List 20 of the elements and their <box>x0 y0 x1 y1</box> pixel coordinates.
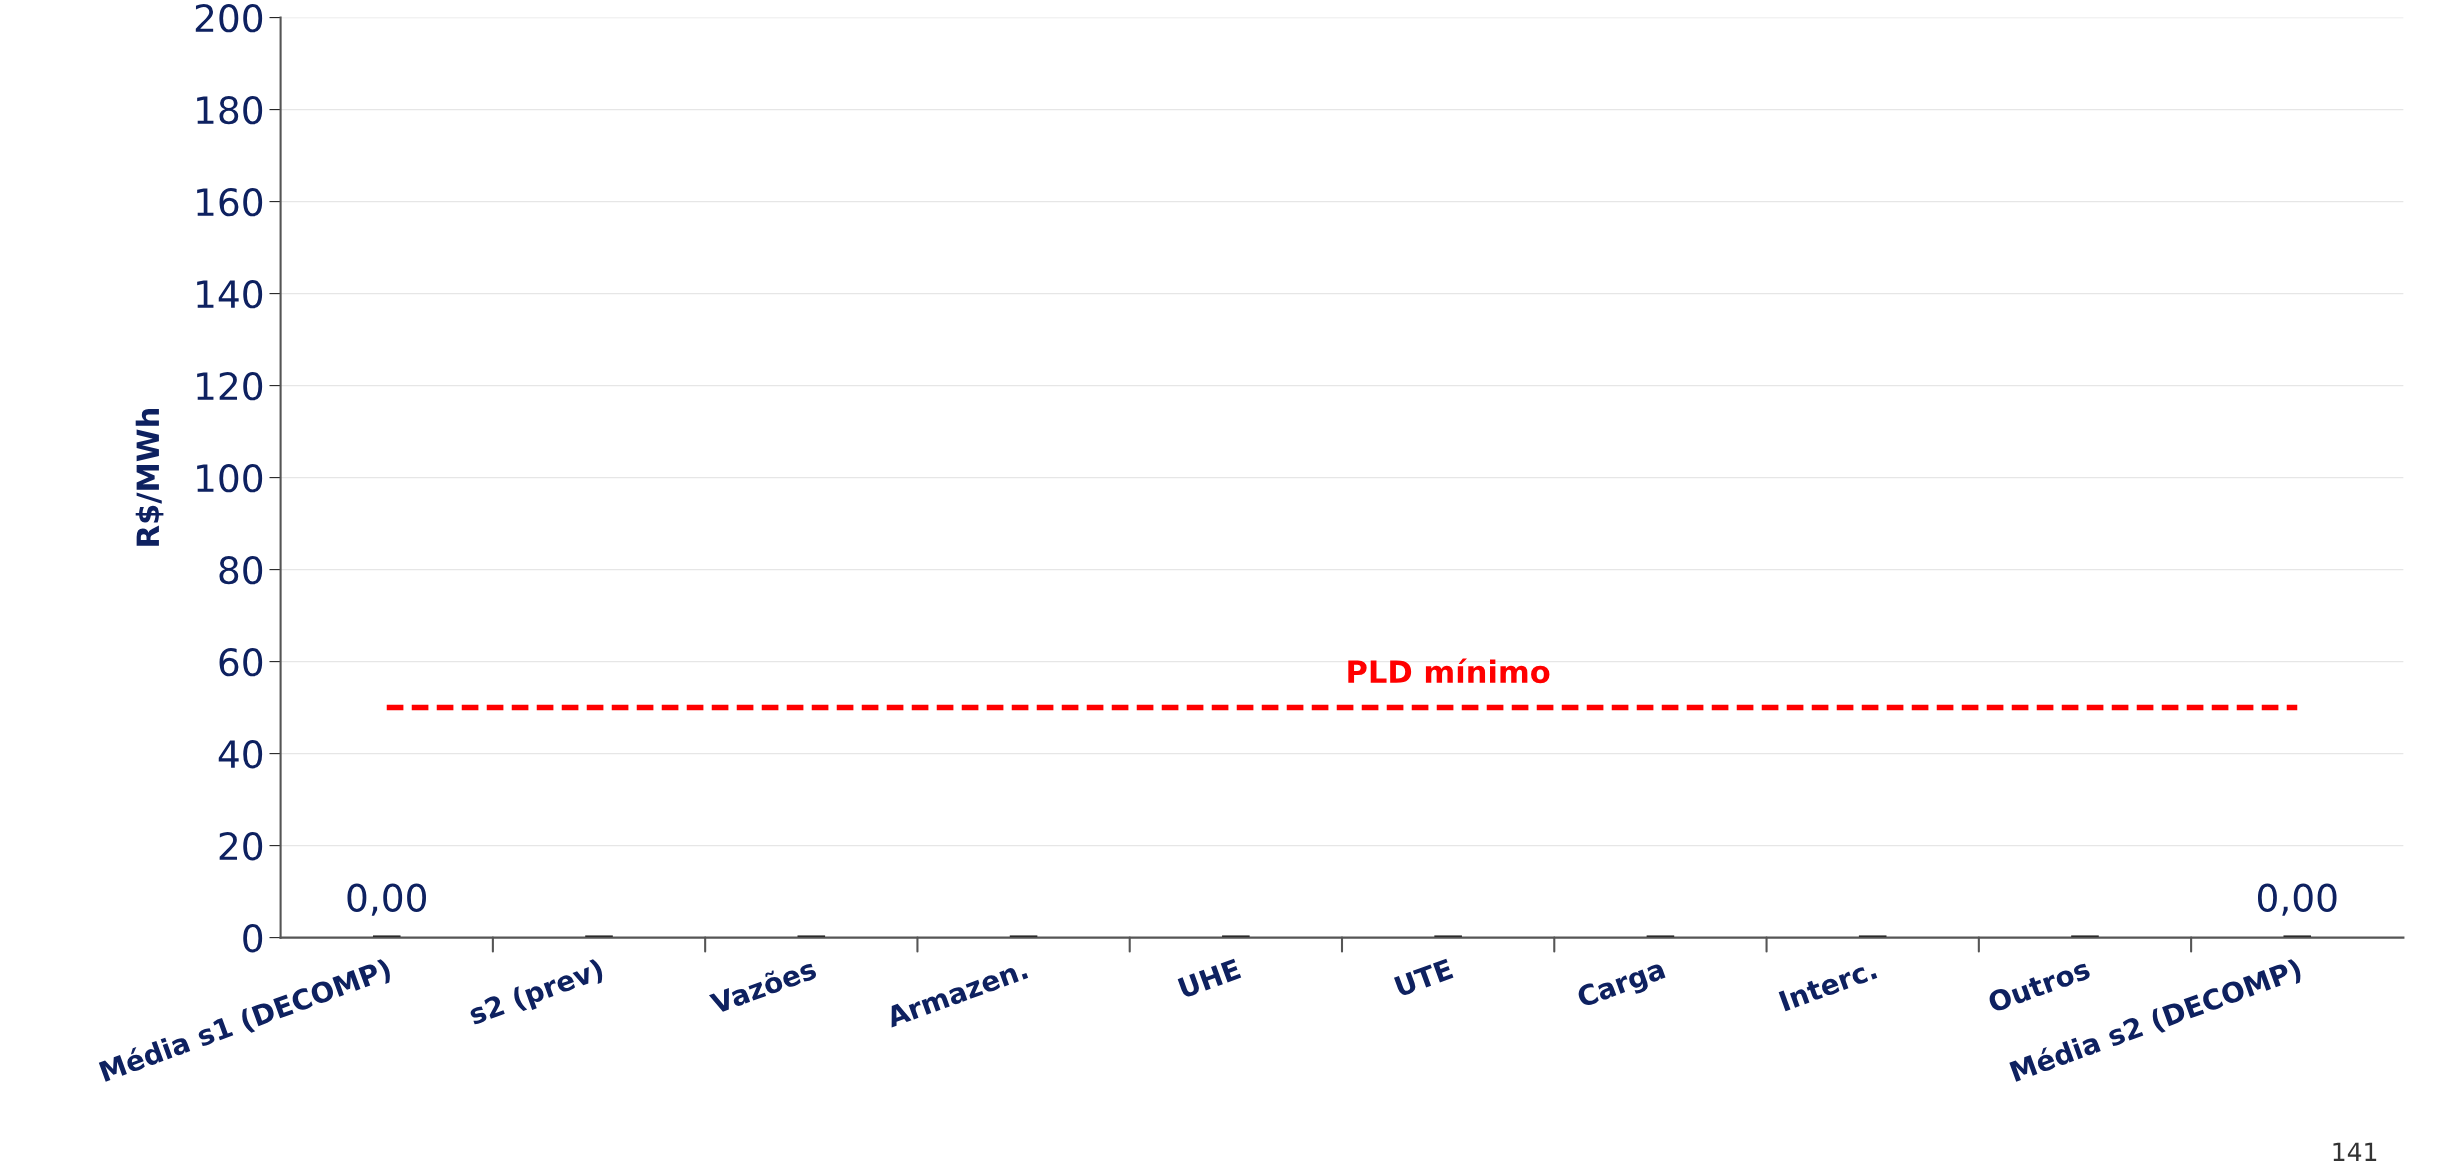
y-tick-label: 120 <box>197 372 263 401</box>
y-tick-label: 80 <box>219 556 263 585</box>
y-tick-label: 180 <box>197 96 263 125</box>
x-tick-label: Carga <box>1575 958 1668 1014</box>
text: 141 <box>2333 1142 2377 1161</box>
ref-line-label: PLD mínimo <box>1348 658 1550 684</box>
y-tick-label: 140 <box>197 280 263 309</box>
y-axis-title: R$/MWh <box>135 409 164 546</box>
y-tick-label: 60 <box>219 648 263 677</box>
y-tick-label: 0 <box>243 924 263 953</box>
x-tick-label: UHE <box>1177 958 1242 999</box>
x-tick-label: Interc. <box>1778 958 1878 1012</box>
x-tick-label: UTE <box>1394 958 1454 998</box>
y-tick-label: 160 <box>197 188 263 217</box>
data-label: 0,00 <box>2257 883 2337 916</box>
y-tick-label: 100 <box>197 464 263 493</box>
y-tick-label: 20 <box>219 832 263 861</box>
y-tick-label: 40 <box>218 740 263 769</box>
y-tick-label: 200 <box>195 4 263 33</box>
data-label: 0,00 <box>347 883 426 916</box>
